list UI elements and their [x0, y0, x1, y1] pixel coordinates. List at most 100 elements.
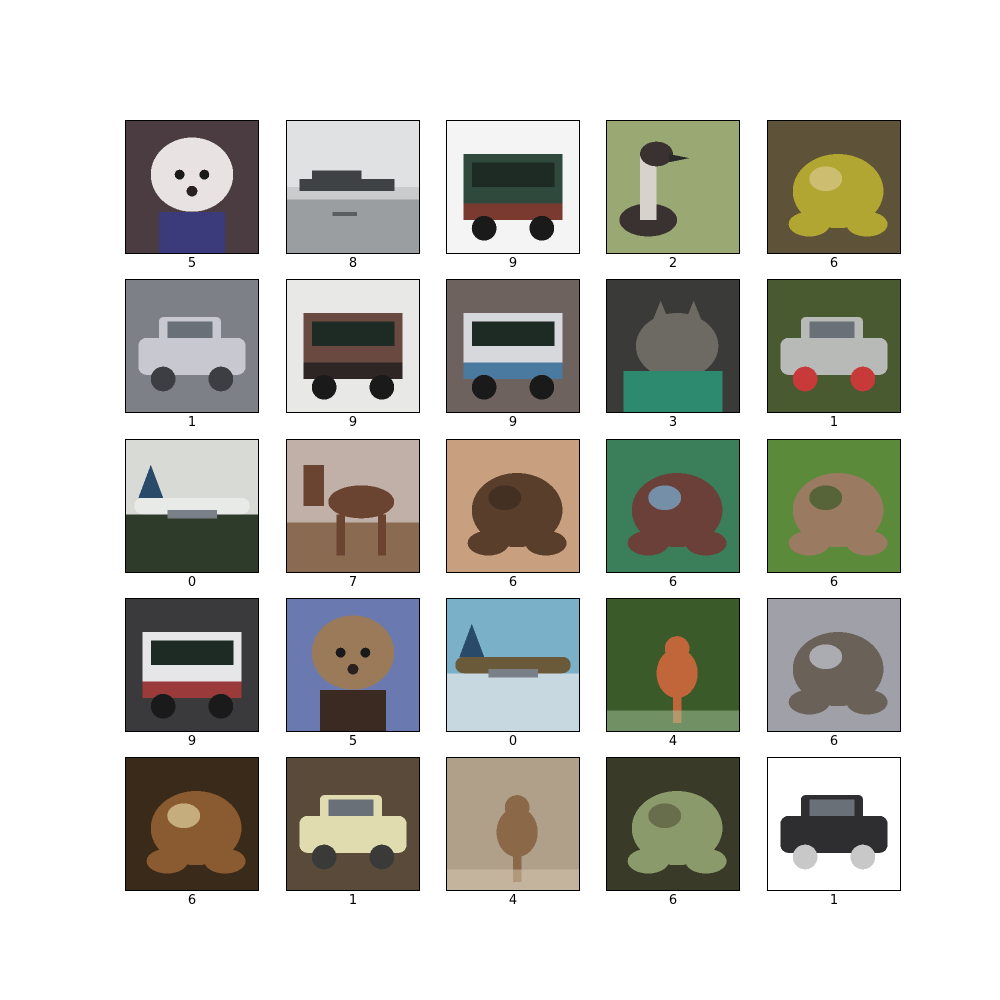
- image-label: 6: [668, 893, 678, 908]
- grid-cell: 0: [125, 439, 259, 599]
- grid-cell: 1: [767, 757, 901, 917]
- truck-shape: [150, 640, 234, 665]
- automobile-photo: [287, 758, 419, 890]
- frog-shape: [809, 644, 843, 670]
- grid-cell: 6: [606, 757, 740, 917]
- truck-shape: [311, 374, 337, 400]
- automobile-shape: [792, 844, 818, 870]
- grid-cell: 6: [125, 757, 259, 917]
- frog-photo: [768, 599, 900, 731]
- image-label: 1: [829, 415, 839, 430]
- truck-shape: [529, 374, 555, 400]
- image-label: 0: [508, 734, 518, 749]
- grid-cell: 6: [606, 439, 740, 599]
- dog-shape: [159, 211, 225, 253]
- airplane-shape: [455, 656, 571, 674]
- image-label: 4: [668, 734, 678, 749]
- horse-image: [286, 439, 420, 573]
- grid-cell: 9: [125, 598, 259, 758]
- truck-shape: [150, 693, 176, 719]
- automobile-shape: [369, 844, 395, 870]
- grid-cell: 1: [125, 279, 259, 439]
- ship-image: [286, 120, 420, 254]
- image-label: 9: [348, 415, 358, 430]
- deer-shape: [504, 795, 530, 820]
- truck-shape: [471, 374, 497, 400]
- frog-shape: [627, 848, 669, 874]
- image-label: 9: [187, 734, 197, 749]
- truck-shape: [471, 162, 555, 187]
- bird-shape: [640, 141, 673, 167]
- grid-cell: 1: [286, 757, 420, 917]
- truck-image: [286, 279, 420, 413]
- automobile-image: [125, 279, 259, 413]
- ship-shape: [311, 170, 362, 179]
- dog-photo: [287, 599, 419, 731]
- bird-image: [606, 120, 740, 254]
- airplane-image: [446, 598, 580, 732]
- grid-cell: 5: [125, 120, 259, 280]
- frog-shape: [648, 803, 682, 829]
- automobile-shape: [780, 815, 888, 853]
- frog-shape: [788, 689, 830, 715]
- frog-shape: [525, 530, 567, 556]
- horse-shape: [287, 522, 419, 572]
- frog-shape: [627, 530, 669, 556]
- image-label: 2: [668, 256, 678, 271]
- grid-cell: 4: [606, 598, 740, 758]
- airplane-shape: [126, 514, 258, 572]
- frog-shape: [488, 485, 522, 511]
- automobile-shape: [809, 799, 855, 816]
- image-label: 8: [348, 256, 358, 271]
- frog-image: [767, 120, 901, 254]
- automobile-photo: [768, 280, 900, 412]
- deer-image: [446, 757, 580, 891]
- airplane-photo: [447, 599, 579, 731]
- automobile-photo: [768, 758, 900, 890]
- dog-shape: [320, 689, 386, 731]
- airplane-shape: [167, 510, 217, 519]
- truck-image: [446, 120, 580, 254]
- frog-shape: [685, 848, 727, 874]
- truck-photo: [287, 280, 419, 412]
- truck-photo: [447, 121, 579, 253]
- cat-shape: [635, 313, 719, 379]
- automobile-photo: [126, 280, 258, 412]
- deer-shape: [496, 807, 538, 857]
- frog-image: [446, 439, 580, 573]
- ship-photo: [287, 121, 419, 253]
- dog-shape: [186, 185, 198, 197]
- frog-image: [606, 439, 740, 573]
- deer-shape: [513, 848, 522, 882]
- frog-image: [606, 757, 740, 891]
- deer-shape: [607, 710, 739, 731]
- horse-shape: [377, 514, 386, 556]
- grid-cell: 6: [767, 120, 901, 280]
- frog-shape: [788, 211, 830, 237]
- horse-shape: [328, 485, 395, 519]
- cat-shape: [652, 300, 669, 322]
- grid-cell: 6: [767, 439, 901, 599]
- deer-photo: [447, 758, 579, 890]
- frog-image: [767, 598, 901, 732]
- frog-photo: [126, 758, 258, 890]
- truck-shape: [463, 362, 563, 379]
- dog-shape: [335, 647, 346, 658]
- image-label: 3: [668, 415, 678, 430]
- horse-shape: [303, 464, 325, 506]
- truck-shape: [529, 215, 555, 241]
- automobile-shape: [809, 321, 855, 338]
- automobile-image: [286, 757, 420, 891]
- cat-shape: [623, 370, 723, 412]
- photo-background: [607, 121, 739, 253]
- frog-photo: [607, 440, 739, 572]
- automobile-image: [767, 279, 901, 413]
- truck-shape: [208, 693, 234, 719]
- grid-cell: 0: [446, 598, 580, 758]
- truck-photo: [447, 280, 579, 412]
- image-label: 4: [508, 893, 518, 908]
- automobile-shape: [138, 337, 246, 375]
- deer-photo: [607, 599, 739, 731]
- truck-shape: [311, 321, 395, 346]
- image-label: 1: [348, 893, 358, 908]
